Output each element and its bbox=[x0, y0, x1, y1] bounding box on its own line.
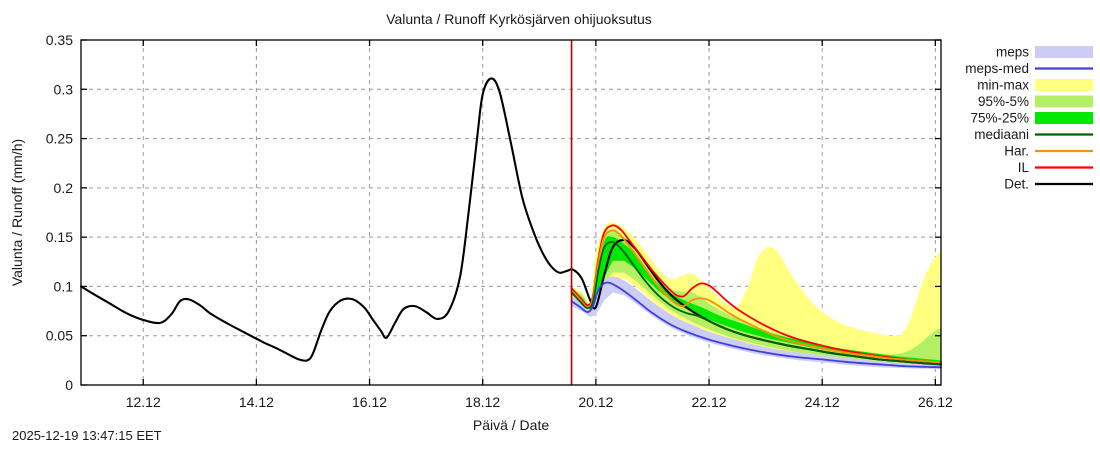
x-axis-tick-label: 22.12 bbox=[692, 394, 727, 410]
series-det- bbox=[79, 77, 943, 366]
legend-label-min-max: min-max bbox=[977, 78, 1029, 93]
y-axis-tick-label: 0.2 bbox=[54, 180, 74, 196]
series-har- bbox=[570, 229, 942, 364]
legend-label-95-5-: 95%-5% bbox=[978, 94, 1029, 109]
y-axis-tick-label: 0.25 bbox=[46, 131, 73, 147]
x-axis-tick-label: 24.12 bbox=[805, 394, 840, 410]
series-mediaani bbox=[570, 241, 942, 366]
legend-label-meps: meps bbox=[996, 45, 1029, 60]
x-axis-tick-label: 26.12 bbox=[918, 394, 953, 410]
y-axis-tick-label: 0.3 bbox=[54, 81, 74, 97]
legend-label-mediaani: mediaani bbox=[974, 127, 1029, 142]
legend-label-75-25-: 75%-25% bbox=[970, 111, 1029, 126]
band-75-25- bbox=[571, 236, 941, 364]
chart-title: Valunta / Runoff Kyrkösjärven ohijuoksut… bbox=[386, 11, 652, 27]
legend-label-il: IL bbox=[1018, 160, 1030, 175]
x-axis-label: Päivä / Date bbox=[473, 417, 549, 433]
legend-label-har-: Har. bbox=[1004, 144, 1029, 159]
y-axis-label: Valunta / Runoff (mm/h) bbox=[9, 139, 25, 286]
x-axis-tick-label: 16.12 bbox=[352, 394, 387, 410]
x-axis-tick-label: 14.12 bbox=[239, 394, 274, 410]
plot-frame bbox=[80, 39, 942, 386]
series-meps-med bbox=[570, 281, 942, 369]
y-axis-tick-label: 0 bbox=[65, 377, 73, 393]
timestamp-label: 2025-12-19 13:47:15 EET bbox=[12, 428, 162, 443]
x-axis-tick-label: 20.12 bbox=[578, 394, 613, 410]
x-axis-tick-label: 12.12 bbox=[126, 394, 161, 410]
band-min-max bbox=[571, 222, 941, 369]
y-axis-tick-label: 0.35 bbox=[46, 32, 73, 48]
y-axis-tick-label: 0.05 bbox=[46, 328, 73, 344]
legend-label-meps-med: meps-med bbox=[965, 61, 1029, 76]
y-axis-tick-label: 0.1 bbox=[54, 278, 74, 294]
x-axis-tick-label: 18.12 bbox=[465, 394, 500, 410]
y-axis-tick-label: 0.15 bbox=[46, 229, 73, 245]
legend-label-det-: Det. bbox=[1004, 177, 1029, 192]
series-il bbox=[570, 224, 942, 364]
